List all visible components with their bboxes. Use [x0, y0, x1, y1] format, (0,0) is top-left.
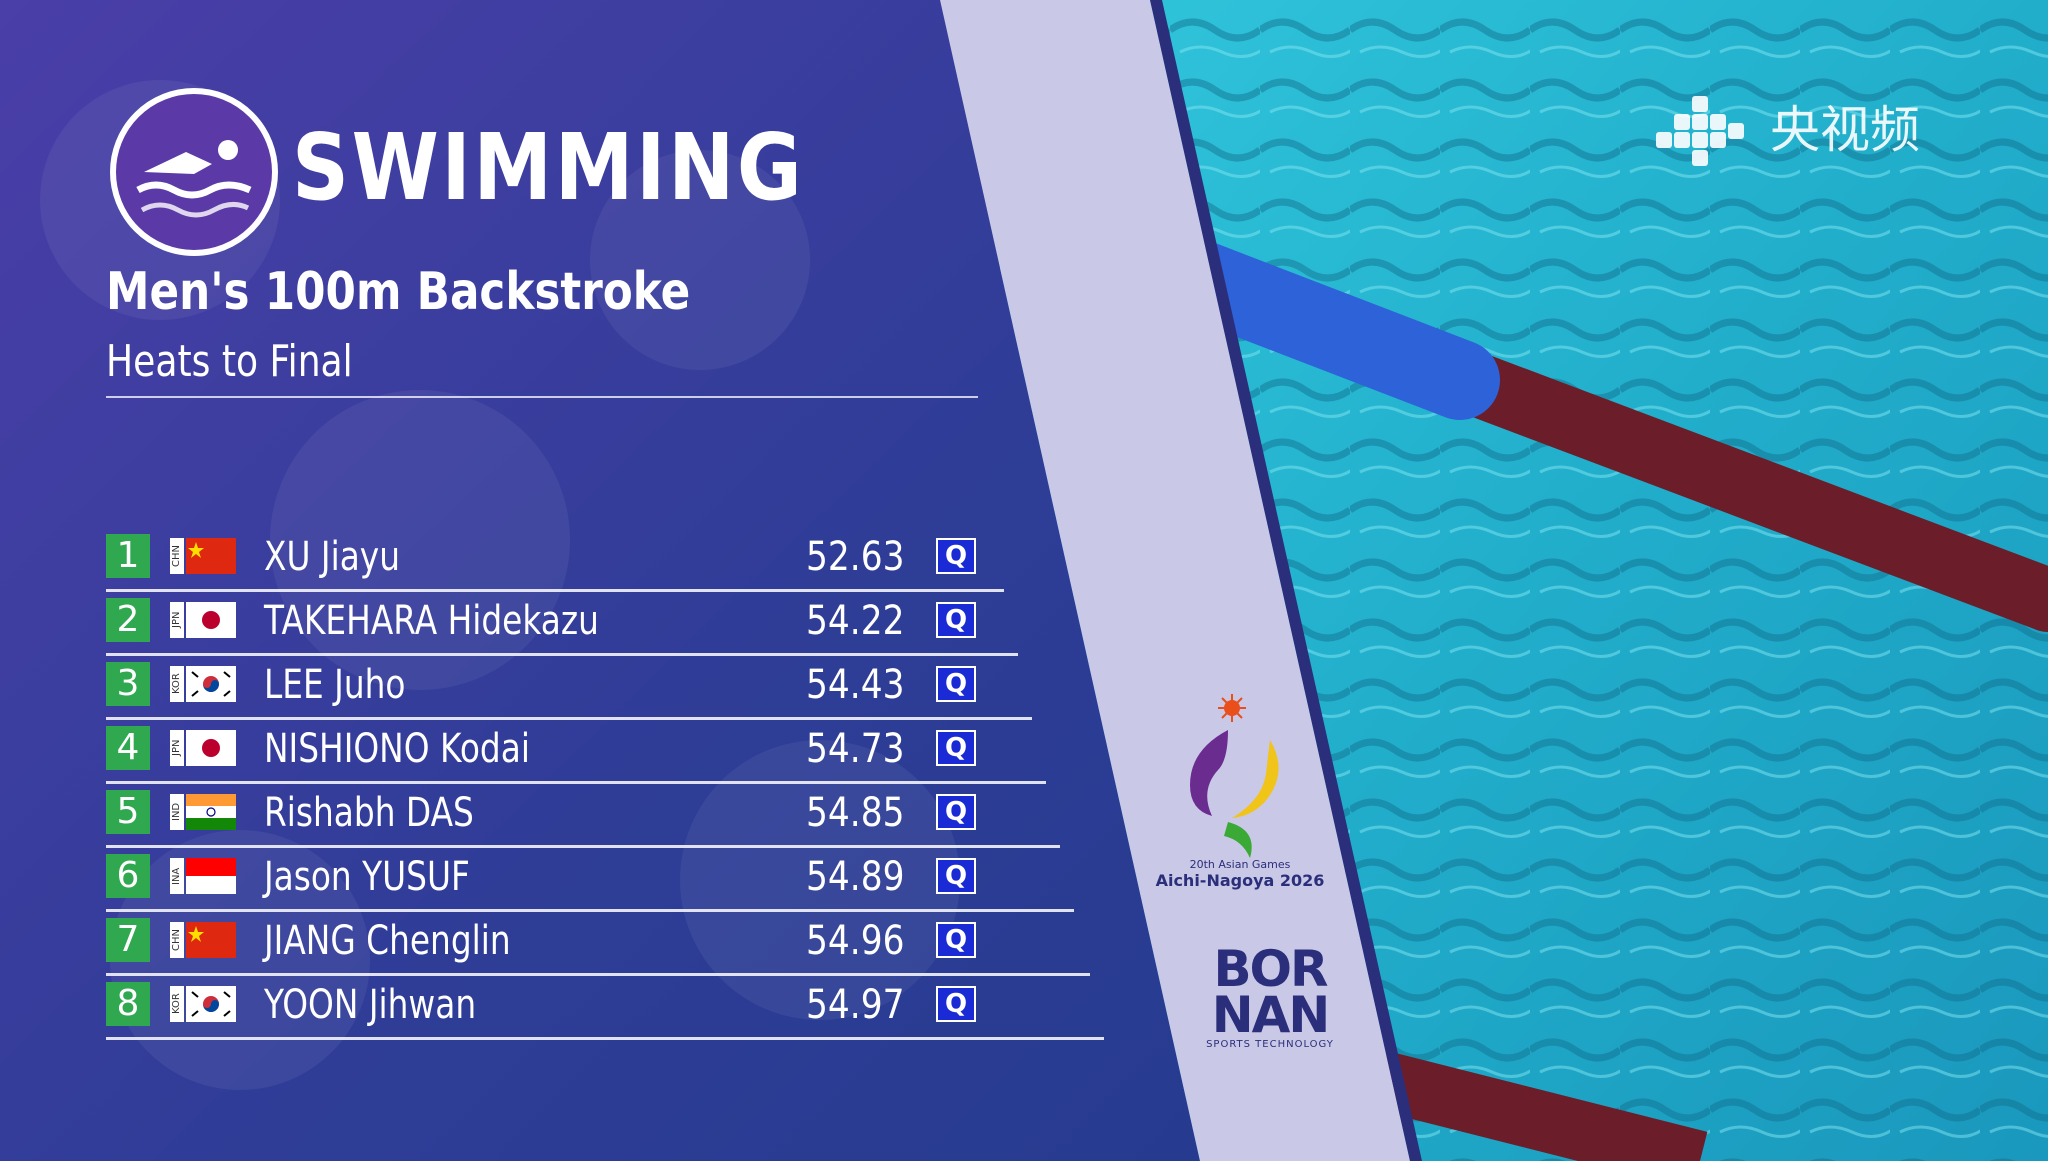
swimmer-icon — [136, 140, 252, 218]
noc-code: INA — [170, 858, 184, 894]
qualified-badge: Q — [936, 538, 976, 574]
race-time: 54.85 — [806, 790, 905, 836]
qualified-badge: Q — [936, 986, 976, 1022]
korea-flag-icon — [186, 666, 236, 702]
race-time: 54.43 — [806, 662, 905, 708]
bornan-wordmark-top: BOR — [1213, 940, 1328, 998]
qualified-badge: Q — [936, 858, 976, 894]
games-host: Aichi-Nagoya 2026 — [1155, 871, 1325, 890]
athlete-name: YOON Jihwan — [264, 982, 477, 1028]
athlete-name: NISHIONO Kodai — [264, 726, 530, 772]
india-flag-icon — [186, 794, 236, 830]
japan-flag-icon — [186, 730, 236, 766]
athlete-name: LEE Juho — [264, 662, 406, 708]
qualified-badge: Q — [936, 602, 976, 638]
race-time: 54.73 — [806, 726, 905, 772]
race-time: 54.97 — [806, 982, 905, 1028]
result-row: 5 IND Rishabh DAS 54.85 Q — [106, 786, 1060, 848]
rank-badge: 2 — [106, 598, 150, 642]
qualified-badge: Q — [936, 794, 976, 830]
result-row: 6 INA Jason YUSUF 54.89 Q — [106, 850, 1074, 912]
race-time: 52.63 — [806, 534, 905, 580]
row-divider — [106, 909, 1074, 912]
athlete-name: Jason YUSUF — [264, 854, 470, 900]
noc-code: KOR — [170, 666, 184, 702]
swimming-pictogram — [110, 88, 278, 256]
header-divider — [106, 396, 978, 398]
broadcaster-name: 央视频 — [1770, 101, 1920, 159]
china-flag-icon — [186, 538, 236, 574]
games-edition: 20th Asian Games — [1189, 858, 1291, 871]
asian-games-caption: 20th Asian Games Aichi-Nagoya 2026 — [1150, 858, 1330, 890]
noc-code: IND — [170, 794, 184, 830]
noc-code: CHN — [170, 922, 184, 958]
noc-code: CHN — [170, 538, 184, 574]
row-divider — [106, 653, 1018, 656]
row-divider — [106, 973, 1090, 976]
rank-badge: 6 — [106, 854, 150, 898]
row-divider — [106, 1037, 1104, 1040]
row-divider — [106, 845, 1060, 848]
athlete-name: XU Jiayu — [264, 534, 400, 580]
rank-badge: 5 — [106, 790, 150, 834]
bornan-sponsor-logo: BOR NAN SPORTS TECHNOLOGY — [1190, 940, 1350, 1052]
noc-code: KOR — [170, 986, 184, 1022]
athlete-name: JIANG Chenglin — [264, 918, 511, 964]
race-time: 54.96 — [806, 918, 905, 964]
rank-badge: 8 — [106, 982, 150, 1026]
row-divider — [106, 781, 1046, 784]
noc-code: JPN — [170, 602, 184, 638]
athlete-name: Rishabh DAS — [264, 790, 474, 836]
qualified-badge: Q — [936, 922, 976, 958]
china-flag-icon — [186, 922, 236, 958]
rank-badge: 7 — [106, 918, 150, 962]
result-row: 7 CHN JIANG Chenglin 54.96 Q — [106, 914, 1090, 976]
result-row: 3 KOR LEE Juho 54.43 Q — [106, 658, 1032, 720]
result-row: 2 JPN TAKEHARA Hidekazu 54.22 Q — [106, 594, 1018, 656]
row-divider — [106, 589, 1004, 592]
bornan-tagline: SPORTS TECHNOLOGY — [1206, 1039, 1334, 1050]
race-time: 54.22 — [806, 598, 905, 644]
qualified-badge: Q — [936, 730, 976, 766]
race-time: 54.89 — [806, 854, 905, 900]
athlete-name: TAKEHARA Hidekazu — [264, 598, 599, 644]
rank-badge: 3 — [106, 662, 150, 706]
sport-title: SWIMMING — [292, 114, 805, 221]
asian-games-emblem-icon — [1190, 694, 1279, 858]
rank-badge: 4 — [106, 726, 150, 770]
indonesia-flag-icon — [186, 858, 236, 894]
bornan-wordmark-bottom: NAN — [1211, 986, 1330, 1044]
noc-code: JPN — [170, 730, 184, 766]
korea-flag-icon — [186, 986, 236, 1022]
row-divider — [106, 717, 1032, 720]
japan-flag-icon — [186, 602, 236, 638]
result-row: 1 CHN XU Jiayu 52.63 Q — [106, 530, 1004, 592]
result-row: 8 KOR YOON Jihwan 54.97 Q — [106, 978, 1104, 1040]
result-row: 4 JPN NISHIONO Kodai 54.73 Q — [106, 722, 1046, 784]
event-title: Men's 100m Backstroke — [106, 262, 691, 322]
rank-badge: 1 — [106, 534, 150, 578]
qualified-badge: Q — [936, 666, 976, 702]
event-stage: Heats to Final — [106, 336, 353, 387]
cctv-video-logo-icon — [1656, 96, 1744, 166]
